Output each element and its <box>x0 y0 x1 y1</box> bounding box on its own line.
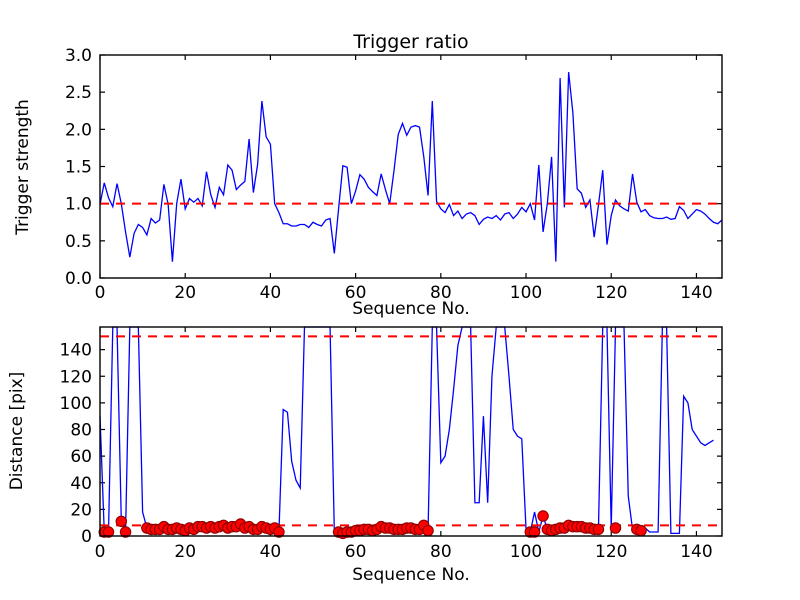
x-tick-label: 80 <box>430 283 452 303</box>
x-tick-label: 0 <box>95 542 106 562</box>
y-tick-label: 3.0 <box>65 46 92 66</box>
x-tick-label: 80 <box>430 542 452 562</box>
y-tick-label: 0.5 <box>65 232 92 252</box>
bottom-y-tick-labels: 0 20 40 60 80 100 120 140 <box>60 341 92 547</box>
data-point-marker <box>528 526 541 538</box>
data-point-marker <box>115 515 128 528</box>
x-tick-label: 60 <box>345 542 367 562</box>
x-tick-label: 0 <box>95 283 106 303</box>
bottom-x-tick-labels: 0 20 40 60 80 100 120 140 <box>95 542 713 562</box>
y-tick-label: 2.5 <box>65 83 92 103</box>
top-axes: Trigger ratio 0 20 40 60 80 100 120 140 0.0 0.5 1… <box>13 31 723 319</box>
y-tick-label: 120 <box>60 367 92 387</box>
x-tick-label: 40 <box>260 542 282 562</box>
accepted-match-markers <box>98 510 647 540</box>
top-x-axis-label: Sequence No. <box>352 299 469 319</box>
x-tick-label: 100 <box>510 283 542 303</box>
bottom-y-axis-label: Distance [pix] <box>7 372 27 491</box>
x-tick-label: 140 <box>680 283 712 303</box>
y-tick-label: 100 <box>60 394 92 414</box>
y-tick-label: 60 <box>70 447 92 467</box>
data-point-marker <box>592 523 605 536</box>
data-point-marker <box>273 526 285 538</box>
data-point-marker <box>537 510 549 522</box>
bottom-axes-frame <box>99 326 723 537</box>
y-tick-label: 140 <box>60 341 92 361</box>
y-tick-label: 2.0 <box>65 120 92 140</box>
x-tick-label: 20 <box>174 283 196 303</box>
x-tick-label: 120 <box>595 283 627 303</box>
x-tick-label: 100 <box>510 542 542 562</box>
data-point-marker <box>422 524 434 537</box>
data-point-marker <box>609 522 622 534</box>
bottom-axes: 0 20 40 60 80 100 120 140 0 20 40 60 80 100 120 140 Se… <box>7 326 723 585</box>
x-tick-label: 140 <box>680 542 712 562</box>
top-y-axis-label: Trigger strength <box>13 99 33 236</box>
data-point-marker <box>635 524 647 537</box>
x-tick-label: 40 <box>260 283 282 303</box>
bottom-x-axis-label: Sequence No. <box>352 565 469 585</box>
page-title: Trigger ratio <box>352 31 468 53</box>
top-axes-frame <box>99 54 723 279</box>
x-tick-label: 120 <box>595 542 627 562</box>
y-tick-label: 80 <box>70 421 92 441</box>
top-y-tick-labels: 0.0 0.5 1.0 1.5 2.0 2.5 3.0 <box>65 46 92 289</box>
top-x-tick-labels: 0 20 40 60 80 100 120 140 <box>95 283 713 303</box>
y-tick-label: 40 <box>70 474 92 494</box>
x-tick-label: 60 <box>345 283 367 303</box>
data-point-marker <box>102 526 115 538</box>
y-tick-label: 0.0 <box>65 269 92 289</box>
y-tick-label: 1.0 <box>65 195 92 215</box>
bottom-plot-background <box>100 327 722 536</box>
top-plot-background <box>100 55 722 278</box>
y-tick-label: 0 <box>81 527 92 547</box>
x-tick-label: 20 <box>174 542 196 562</box>
y-tick-label: 20 <box>70 500 92 520</box>
data-point-marker <box>119 526 132 538</box>
y-tick-label: 1.5 <box>65 158 92 178</box>
